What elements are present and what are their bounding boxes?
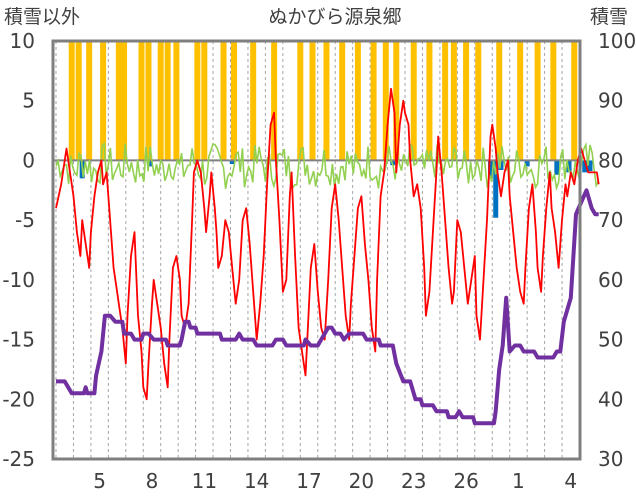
sunshine-bar [463, 41, 470, 161]
right-tick-label: 50 [598, 328, 623, 352]
x-tick-label: 1 [512, 469, 525, 493]
sunshine-bar [309, 41, 316, 161]
sunshine-bar [496, 41, 503, 161]
sunshine-bar [450, 41, 457, 161]
sunshine-bar [68, 41, 75, 161]
sunshine-bar [550, 41, 557, 161]
precipitation-bar [488, 160, 494, 179]
x-tick-label: 23 [401, 469, 426, 493]
sunshine-bar [297, 41, 304, 161]
wind-line [55, 141, 600, 192]
sunshine-bar [354, 41, 361, 161]
sunshine-bar [75, 41, 82, 161]
snow-depth-series [56, 188, 599, 426]
sunshine-bar [339, 41, 346, 161]
precipitation-bar [229, 160, 235, 165]
sunshine-bar [571, 41, 578, 161]
sunshine-bar [475, 41, 482, 161]
left-tick-label: 5 [22, 89, 35, 113]
sunshine-bar [426, 41, 433, 161]
precipitation-bar [147, 160, 153, 167]
sunshine-bar [323, 41, 330, 161]
sunshine-bar [517, 41, 524, 161]
sunshine-bars [68, 41, 578, 161]
left-tick-label: -5 [15, 208, 35, 232]
x-tick-label: 8 [146, 469, 159, 493]
left-tick-label: 0 [22, 148, 35, 172]
sunshine-bar [220, 41, 227, 161]
x-ticks: 5 8 11 14 17 20 23 26 1 4 [93, 469, 577, 493]
sunshine-bar [194, 41, 201, 161]
sunshine-bar [382, 41, 389, 161]
precipitation-bar [582, 160, 588, 173]
x-tick-label: 20 [349, 469, 374, 493]
precipitation-bar [524, 160, 530, 167]
right-y-ticks: 100 90 80 70 60 50 40 30 [598, 29, 636, 471]
x-tick-label: 17 [296, 469, 321, 493]
left-tick-label: -25 [2, 447, 35, 471]
sunshine-bar [201, 41, 208, 161]
sunshine-bar [173, 41, 180, 161]
wind-series [55, 141, 600, 192]
right-tick-label: 80 [598, 148, 623, 172]
x-tick-label: 5 [93, 469, 106, 493]
left-tick-label: -20 [2, 387, 35, 411]
right-axis-label: 積雪 [590, 6, 628, 28]
sunshine-bar [115, 41, 122, 161]
right-tick-label: 70 [598, 208, 623, 232]
sunshine-bar [86, 41, 93, 161]
sunshine-bar [534, 41, 541, 161]
snow-depth-line [56, 188, 599, 426]
x-tick-label: 14 [244, 469, 269, 493]
precipitation-bar [587, 160, 593, 172]
x-tick-label: 11 [192, 469, 217, 493]
temperature-series [55, 87, 600, 401]
sunshine-bar [442, 41, 449, 161]
plot-frame [51, 39, 582, 461]
temperature-line [55, 87, 600, 401]
left-y-ticks: 10 5 0 -5 -10 -15 -20 -25 [2, 29, 35, 471]
sunshine-bar [410, 41, 417, 161]
sunshine-bar [370, 41, 377, 161]
sunshine-bar [164, 41, 171, 161]
right-tick-label: 40 [598, 387, 623, 411]
x-tick-label: 26 [453, 469, 478, 493]
sunshine-bar [250, 41, 257, 161]
x-tick-label: 4 [564, 469, 577, 493]
sunshine-bar [100, 41, 107, 161]
sunshine-bar [145, 41, 152, 161]
left-tick-label: -10 [2, 268, 35, 292]
precipitation-bar [493, 160, 499, 218]
left-tick-label: -15 [2, 328, 35, 352]
sunshine-bar [393, 41, 400, 161]
left-tick-label: 10 [10, 29, 35, 53]
right-tick-label: 60 [598, 268, 623, 292]
precipitation-bar [554, 160, 560, 175]
sunshine-bar [230, 41, 237, 161]
right-tick-label: 90 [598, 89, 623, 113]
right-tick-label: 30 [598, 447, 623, 471]
chart-title: ぬかびら源泉郷 [268, 6, 401, 28]
sunshine-bar [271, 41, 278, 161]
left-axis-label: 積雪以外 [4, 6, 80, 28]
precipitation-bar [566, 160, 572, 173]
sunshine-bar [138, 41, 145, 161]
sunshine-bar [157, 41, 164, 161]
right-tick-label: 100 [598, 29, 636, 53]
sunshine-bar [121, 41, 128, 161]
